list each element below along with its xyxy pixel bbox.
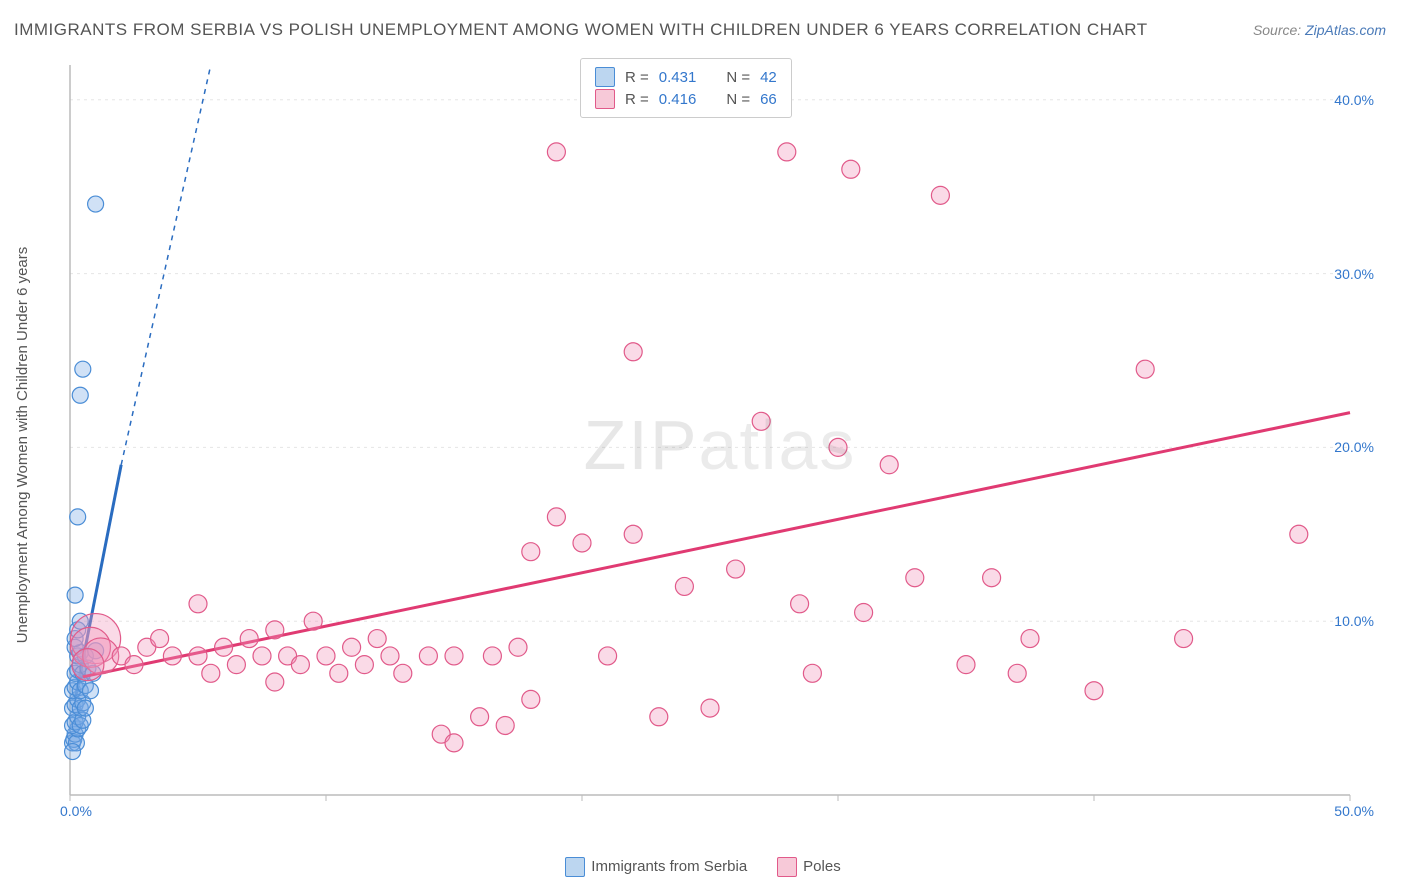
- legend-n-value: 66: [760, 91, 777, 108]
- legend-swatch: [777, 857, 797, 877]
- y-tick-label: 30.0%: [1334, 266, 1374, 282]
- scatter-plot: ZIPatlas R =0.431N =42R =0.416N =66 10.0…: [60, 55, 1380, 835]
- y-tick-label: 40.0%: [1334, 92, 1374, 108]
- legend-r-value: 0.431: [659, 69, 697, 86]
- series-legend: Immigrants from Serbia Poles: [0, 852, 1406, 882]
- legend-label: Poles: [803, 858, 841, 875]
- legend-n-label: N =: [726, 69, 750, 86]
- legend-item: Immigrants from Serbia: [565, 857, 747, 877]
- x-tick-label: 50.0%: [1334, 803, 1374, 819]
- x-tick-label: 0.0%: [60, 803, 92, 819]
- chart-title: IMMIGRANTS FROM SERBIA VS POLISH UNEMPLO…: [14, 20, 1148, 40]
- source-prefix: Source:: [1253, 22, 1305, 38]
- legend-r-label: R =: [625, 69, 649, 86]
- legend-n-label: N =: [726, 91, 750, 108]
- y-tick-label: 20.0%: [1334, 439, 1374, 455]
- legend-item: Poles: [777, 857, 841, 877]
- legend-r-label: R =: [625, 91, 649, 108]
- y-axis-label: Unemployment Among Women with Children U…: [14, 55, 31, 835]
- legend-swatch: [595, 67, 615, 87]
- source-link[interactable]: ZipAtlas.com: [1305, 22, 1386, 38]
- chart-svg: [60, 55, 1380, 835]
- legend-swatch: [565, 857, 585, 877]
- legend-stat-row: R = 0.416 N = 66: [595, 89, 777, 109]
- legend-r-value: 0.416: [659, 91, 697, 108]
- y-tick-label: 10.0%: [1334, 613, 1374, 629]
- legend-label: Immigrants from Serbia: [591, 858, 747, 875]
- source-attribution: Source: ZipAtlas.com: [1253, 22, 1386, 38]
- legend-swatch: [595, 89, 615, 109]
- correlation-legend: R = 0.431 N = 42 R = 0.416 N = 66: [580, 58, 792, 118]
- legend-n-value: 42: [760, 69, 777, 86]
- legend-stat-row: R = 0.431 N = 42: [595, 67, 777, 87]
